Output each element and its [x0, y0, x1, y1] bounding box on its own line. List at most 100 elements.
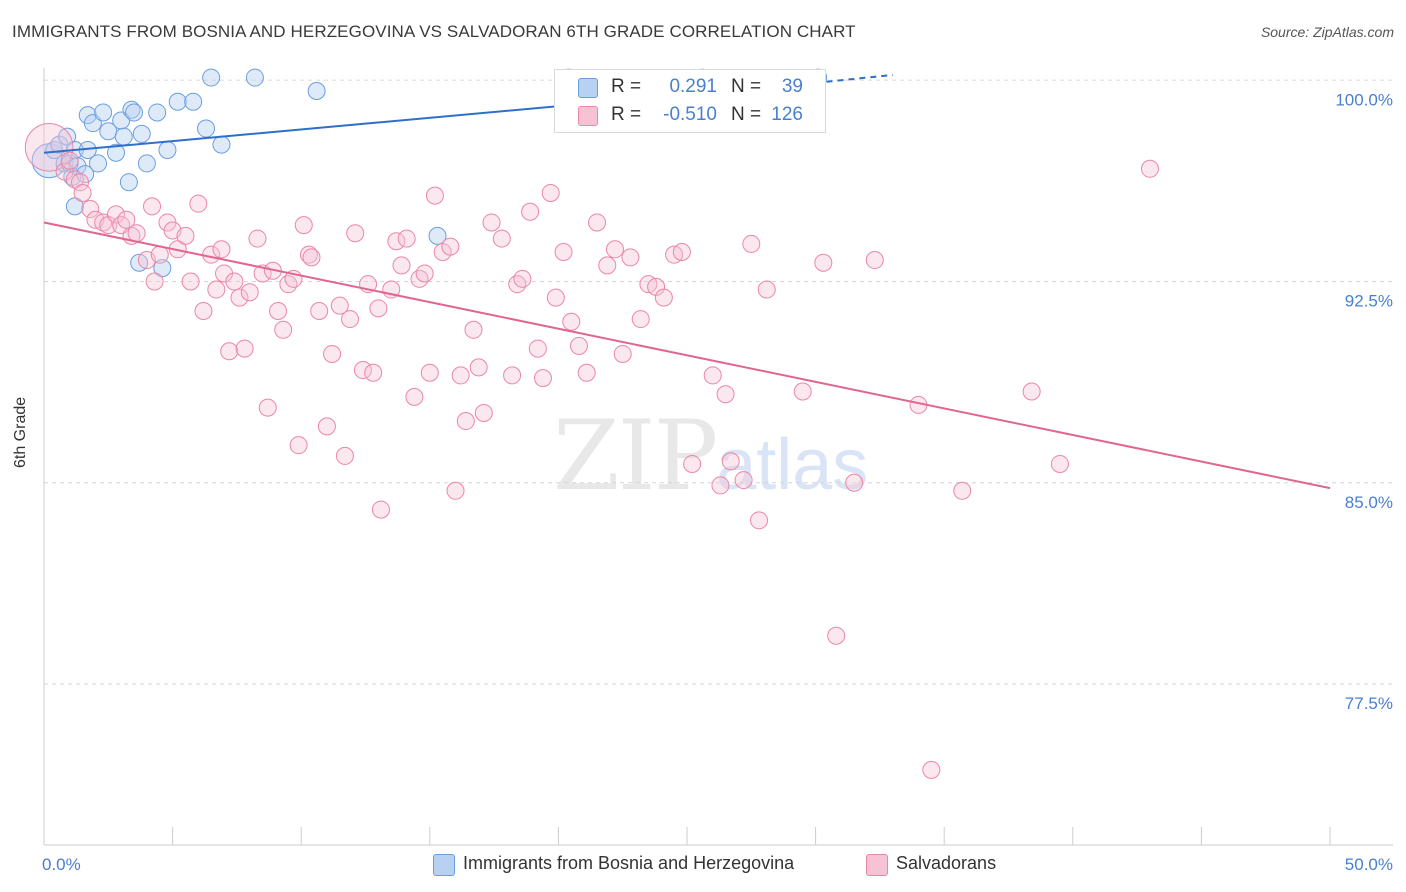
salvadoran-point: [416, 265, 433, 282]
bosnia-point: [149, 104, 166, 121]
salvadoran-point: [398, 230, 415, 247]
salvadoran-point: [622, 249, 639, 266]
salvadoran-point: [259, 399, 276, 416]
salvadoran-point: [606, 241, 623, 258]
salvadoran-point: [470, 359, 487, 376]
bosnia-point: [138, 155, 155, 172]
salvadoran-point: [365, 364, 382, 381]
bosnia-point: [120, 174, 137, 191]
salvadoran-point: [758, 281, 775, 298]
salvadoran-swatch: [866, 854, 888, 876]
legend-label: Immigrants from Bosnia and Herzegovina: [463, 853, 794, 874]
salvadoran-point: [177, 227, 194, 244]
bosnia-swatch: [578, 78, 598, 98]
salvadoran-point: [563, 313, 580, 330]
salvadoran-point: [370, 300, 387, 317]
salvadoran-point: [74, 184, 91, 201]
salvadoran-point: [457, 413, 474, 430]
salvadoran-point: [632, 311, 649, 328]
bosnia-swatch: [433, 854, 455, 876]
salvadoran-point: [452, 367, 469, 384]
legend-label: Salvadorans: [896, 853, 996, 874]
salvadoran-point: [324, 345, 341, 362]
salvadoran-point: [504, 367, 521, 384]
salvadoran-point: [923, 761, 940, 778]
salvadoran-point: [421, 364, 438, 381]
n-label: N =: [731, 76, 761, 98]
salvadoran-point: [547, 289, 564, 306]
y-tick-label: 92.5%: [1345, 292, 1393, 311]
salvadoran-point: [684, 455, 701, 472]
salvadoran-point: [588, 214, 605, 231]
axes: [44, 68, 1393, 845]
salvadoran-point: [493, 230, 510, 247]
y-tick-label: 77.5%: [1345, 694, 1393, 713]
salvadoran-point: [570, 337, 587, 354]
salvadoran-point: [195, 303, 212, 320]
salvadoran-point: [529, 340, 546, 357]
salvadoran-point: [751, 512, 768, 529]
salvadoran-point: [342, 311, 359, 328]
n-label: N =: [731, 104, 761, 126]
salvadoran-point: [465, 321, 482, 338]
y-tick-label: 100.0%: [1335, 90, 1393, 109]
gridlines: [44, 80, 1396, 684]
salvadoran-point: [828, 627, 845, 644]
scatter-plot: 77.5%85.0%92.5%100.0%0.0% 50.0%: [0, 0, 1406, 892]
salvadoran-point: [1141, 160, 1158, 177]
bosnia-point: [159, 142, 176, 159]
salvadoran-point: [241, 284, 258, 301]
salvadoran-point: [393, 257, 410, 274]
series-legend: Immigrants from Bosnia and Herzegovina S…: [0, 852, 1406, 878]
salvadoran-point: [954, 482, 971, 499]
bosnia-point: [203, 69, 220, 86]
series-salvadoran-points: [25, 69, 1158, 778]
salvadoran-point: [311, 303, 328, 320]
salvadoran-point: [318, 418, 335, 435]
salvadoran-point: [673, 243, 690, 260]
legend-row-salvadoran: R = -0.510 N = 126: [555, 101, 825, 129]
r-label: R =: [611, 104, 641, 126]
salvadoran-point: [426, 187, 443, 204]
correlation-legend: R = 0.291 N = 39 R = -0.510 N = 126: [554, 69, 826, 133]
bosnia-point: [185, 93, 202, 110]
salvadoran-point: [236, 340, 253, 357]
salvadoran-point: [151, 246, 168, 263]
bosnia-point: [169, 93, 186, 110]
bosnia-point: [95, 104, 112, 121]
salvadoran-point: [534, 370, 551, 387]
salvadoran-point: [599, 257, 616, 274]
salvadoran-point: [347, 225, 364, 242]
salvadoran-point: [1023, 383, 1040, 400]
salvadoran-point: [128, 225, 145, 242]
salvadoran-point: [290, 437, 307, 454]
salvadoran-point: [522, 203, 539, 220]
bosnia-trend-extension: [816, 75, 893, 83]
bosnia-point: [133, 125, 150, 142]
r-label: R =: [611, 76, 641, 98]
r-value: -0.510: [647, 104, 717, 126]
salvadoran-point: [249, 230, 266, 247]
salvadoran-point: [144, 198, 161, 215]
salvadoran-point: [208, 281, 225, 298]
y-tick-label: 85.0%: [1345, 493, 1393, 512]
salvadoran-point: [743, 235, 760, 252]
bosnia-point: [213, 136, 230, 153]
salvadoran-point: [815, 254, 832, 271]
salvadoran-point: [442, 238, 459, 255]
salvadoran-point: [475, 404, 492, 421]
salvadoran-point: [406, 388, 423, 405]
n-value: 39: [763, 76, 803, 98]
salvadoran-point: [295, 217, 312, 234]
salvadoran-point: [190, 195, 207, 212]
salvadoran-point: [655, 289, 672, 306]
bosnia-point: [198, 120, 215, 137]
bosnia-point: [246, 69, 263, 86]
legend-row-bosnia: R = 0.291 N = 39: [555, 73, 825, 101]
salvadoran-point: [372, 501, 389, 518]
n-value: 126: [763, 104, 803, 126]
r-value: 0.291: [647, 76, 717, 98]
salvadoran-point: [712, 477, 729, 494]
salvadoran-point: [578, 364, 595, 381]
salvadoran-point: [146, 273, 163, 290]
